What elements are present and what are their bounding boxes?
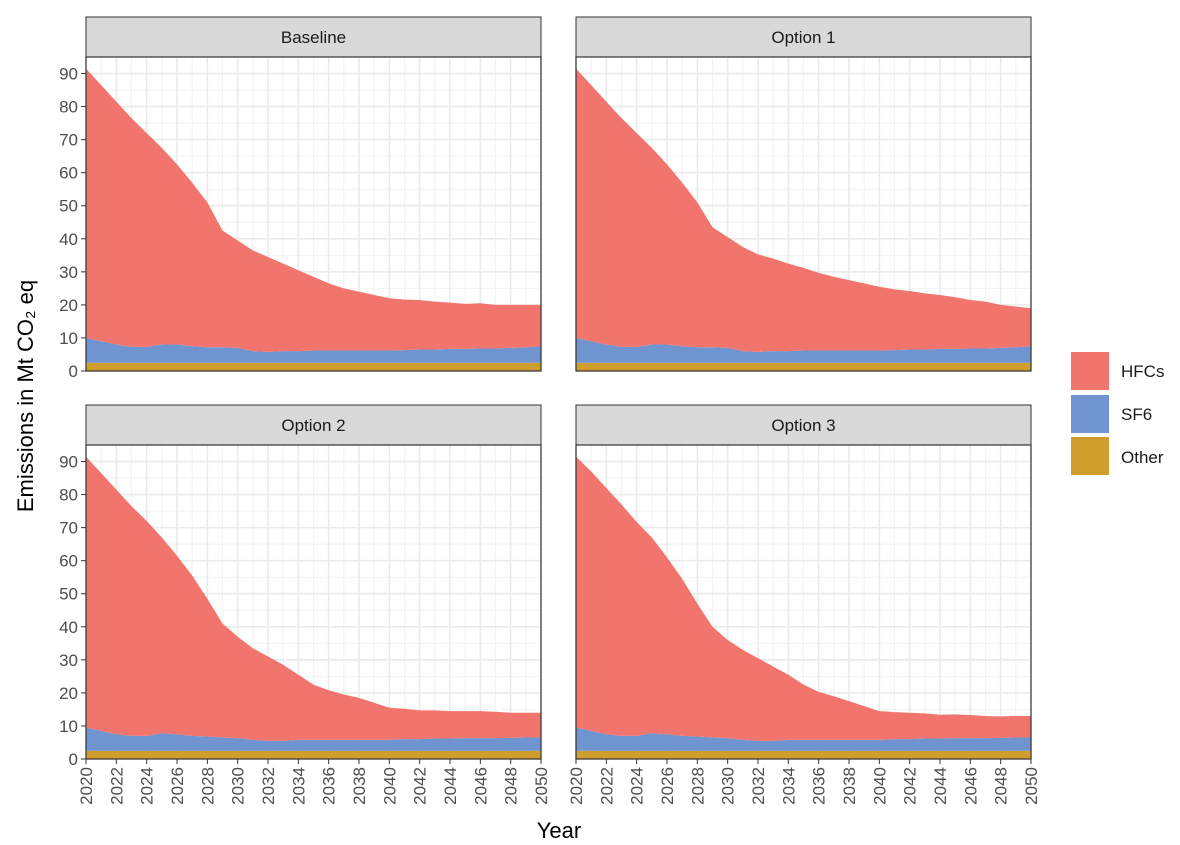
area-hfcs <box>86 68 541 352</box>
facet-strip <box>575 16 1032 58</box>
x-tick-label: 2044 <box>441 767 460 805</box>
panel-border <box>85 444 542 760</box>
y-tick-label: 90 <box>59 453 78 472</box>
x-tick-label: 2046 <box>961 767 980 805</box>
y-tick-label: 20 <box>59 684 78 703</box>
facet-strip-label: Option 3 <box>771 416 835 435</box>
x-tick-label: 2020 <box>77 767 96 805</box>
area-sf6 <box>86 727 541 751</box>
y-tick-label: 70 <box>59 131 78 150</box>
x-tick-label: 2040 <box>380 767 399 805</box>
area-hfcs <box>86 456 541 741</box>
y-tick-label: 50 <box>59 197 78 216</box>
x-tick-label: 2034 <box>289 767 308 805</box>
y-tick-label: 0 <box>69 362 78 381</box>
panel-option-3: Option 3 2020 2022 2024 2026 2028 2030 2032 2034… <box>567 404 1041 805</box>
panel-border <box>575 444 1032 760</box>
y-tick-label: 40 <box>59 230 78 249</box>
y-tick-label: 40 <box>59 618 78 637</box>
area-other <box>86 362 541 371</box>
x-tick-label: 2044 <box>931 767 950 805</box>
x-tick-label: 2032 <box>749 767 768 805</box>
y-tick-label: 20 <box>59 296 78 315</box>
area-sf6 <box>86 337 541 363</box>
x-axis-title: Year <box>537 818 581 843</box>
panel-border <box>85 56 542 372</box>
facet-strip-label: Option 2 <box>281 416 345 435</box>
x-tick-label: 2042 <box>411 767 430 805</box>
facet-strip-label: Baseline <box>281 28 346 47</box>
y-tick-label: 80 <box>59 486 78 505</box>
x-tick-label: 2036 <box>320 767 339 805</box>
y-tick-label: 30 <box>59 651 78 670</box>
y-tick-label: 10 <box>59 717 78 736</box>
area-sf6 <box>576 727 1031 751</box>
y-tick-label: 80 <box>59 98 78 117</box>
x-tick-label: 2032 <box>259 767 278 805</box>
panel-baseline: Baseline 0 10 20 30 40 50 60 70 80 90 <box>59 16 542 381</box>
x-tick-label: 2020 <box>567 767 586 805</box>
y-tick-label: 90 <box>59 65 78 84</box>
x-tick-label: 2028 <box>198 767 217 805</box>
x-tick-label: 2040 <box>870 767 889 805</box>
x-tick-label: 2048 <box>502 767 521 805</box>
x-tick-label: 2034 <box>779 767 798 805</box>
legend-label-sf6: SF6 <box>1121 405 1152 424</box>
area-other <box>86 750 541 759</box>
y-tick-label: 70 <box>59 519 78 538</box>
y-tick-label: 30 <box>59 263 78 282</box>
legend-key-hfcs <box>1071 352 1109 390</box>
y-tick-label: 50 <box>59 585 78 604</box>
area-other <box>576 362 1031 371</box>
x-tick-label: 2026 <box>168 767 187 805</box>
y-tick-label: 60 <box>59 164 78 183</box>
x-tick-label: 2050 <box>1022 767 1041 805</box>
panel-border <box>575 56 1032 372</box>
legend-label-hfcs: HFCs <box>1121 362 1164 381</box>
x-tick-label: 2042 <box>901 767 920 805</box>
x-tick-label: 2050 <box>532 767 551 805</box>
panel-option-1: Option 1 <box>575 16 1032 372</box>
legend-key-sf6 <box>1071 395 1109 433</box>
x-tick-label: 2028 <box>688 767 707 805</box>
x-tick-label: 2024 <box>628 767 647 805</box>
x-tick-label: 2030 <box>719 767 738 805</box>
x-tick-label: 2022 <box>597 767 616 805</box>
legend: HFCs SF6 Other <box>1071 352 1164 475</box>
area-hfcs <box>576 456 1031 741</box>
x-tick-label: 2026 <box>658 767 677 805</box>
x-tick-label: 2048 <box>992 767 1011 805</box>
facet-strip <box>85 16 542 58</box>
legend-label-other: Other <box>1121 448 1164 467</box>
x-tick-label: 2022 <box>107 767 126 805</box>
facet-strip <box>575 404 1032 446</box>
y-tick-label: 60 <box>59 552 78 571</box>
x-tick-label: 2036 <box>810 767 829 805</box>
x-tick-label: 2030 <box>229 767 248 805</box>
x-tick-label: 2038 <box>840 767 859 805</box>
area-other <box>576 750 1031 759</box>
x-tick-label: 2024 <box>138 767 157 805</box>
legend-key-other <box>1071 437 1109 475</box>
y-tick-label: 0 <box>69 750 78 769</box>
x-tick-label: 2046 <box>471 767 490 805</box>
y-axis-title: Emissions in Mt CO₂ eq <box>13 280 38 512</box>
x-tick-label: 2038 <box>350 767 369 805</box>
facet-strip-label: Option 1 <box>771 28 835 47</box>
y-tick-label: 10 <box>59 329 78 348</box>
area-hfcs <box>576 68 1031 352</box>
area-sf6 <box>576 337 1031 363</box>
